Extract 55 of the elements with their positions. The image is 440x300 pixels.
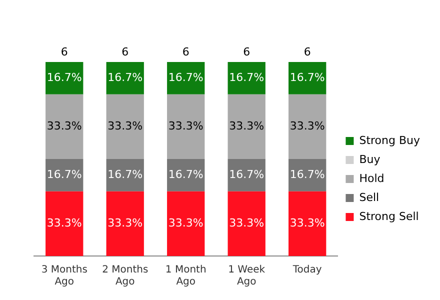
bar bbox=[228, 159, 266, 192]
data-label: 16.7% bbox=[168, 168, 204, 182]
data-label: 16.7% bbox=[229, 71, 264, 84]
data-label: 16.7% bbox=[108, 168, 143, 182]
data-label: 16.7% bbox=[46, 71, 82, 84]
bar bbox=[167, 191, 205, 256]
x-tick-label: 1 Month Ago bbox=[165, 264, 206, 288]
legend-label: Buy bbox=[359, 152, 381, 166]
data-label: 16.7% bbox=[290, 168, 325, 182]
annotation: 6 bbox=[122, 45, 129, 58]
bar bbox=[167, 94, 205, 159]
data-label: 16.7% bbox=[46, 168, 82, 182]
x-tick-label: 1 Week Ago bbox=[228, 264, 266, 288]
data-label: 33.3% bbox=[229, 216, 264, 230]
data-label: 33.3% bbox=[108, 216, 143, 230]
bar bbox=[46, 94, 84, 159]
legend-label: Hold bbox=[359, 172, 384, 185]
bar bbox=[228, 62, 266, 94]
bar bbox=[106, 159, 144, 192]
bar bbox=[167, 62, 205, 94]
bar bbox=[228, 94, 266, 159]
data-label: 33.3% bbox=[46, 216, 82, 230]
x-tick-label: 3 Months Ago bbox=[41, 264, 88, 288]
data-label: 33.3% bbox=[108, 120, 143, 133]
data-label: 33.3% bbox=[229, 120, 264, 133]
bar bbox=[106, 94, 144, 159]
bar bbox=[228, 191, 266, 256]
data-label: 33.3% bbox=[46, 120, 82, 133]
bar bbox=[288, 94, 326, 159]
data-label: 16.7% bbox=[108, 71, 143, 84]
data-label: 33.3% bbox=[290, 216, 325, 230]
x-tick-label: Today bbox=[292, 264, 322, 276]
legend-label: Strong Sell bbox=[359, 210, 419, 223]
annotation: 6 bbox=[243, 45, 250, 58]
bar bbox=[167, 159, 205, 192]
annotation: 6 bbox=[60, 45, 68, 58]
bar bbox=[106, 62, 144, 94]
data-label: 16.7% bbox=[229, 168, 264, 182]
data-label: 16.7% bbox=[290, 71, 325, 84]
data-label: 33.3% bbox=[168, 120, 204, 133]
data-label: 16.7% bbox=[168, 71, 204, 84]
data-label: 33.3% bbox=[290, 120, 325, 133]
annotation: 6 bbox=[182, 45, 190, 58]
annotation: 6 bbox=[304, 45, 311, 58]
bar bbox=[46, 62, 84, 94]
legend-label: Strong Buy bbox=[359, 134, 420, 147]
bar bbox=[46, 159, 84, 192]
legend-label: Sell bbox=[359, 190, 380, 204]
bar bbox=[288, 191, 326, 256]
x-tick-label: 2 Months Ago bbox=[102, 264, 148, 288]
bar bbox=[288, 62, 326, 94]
bar bbox=[288, 159, 326, 192]
bar bbox=[46, 191, 84, 256]
bar bbox=[106, 191, 144, 256]
data-label: 33.3% bbox=[168, 216, 204, 230]
